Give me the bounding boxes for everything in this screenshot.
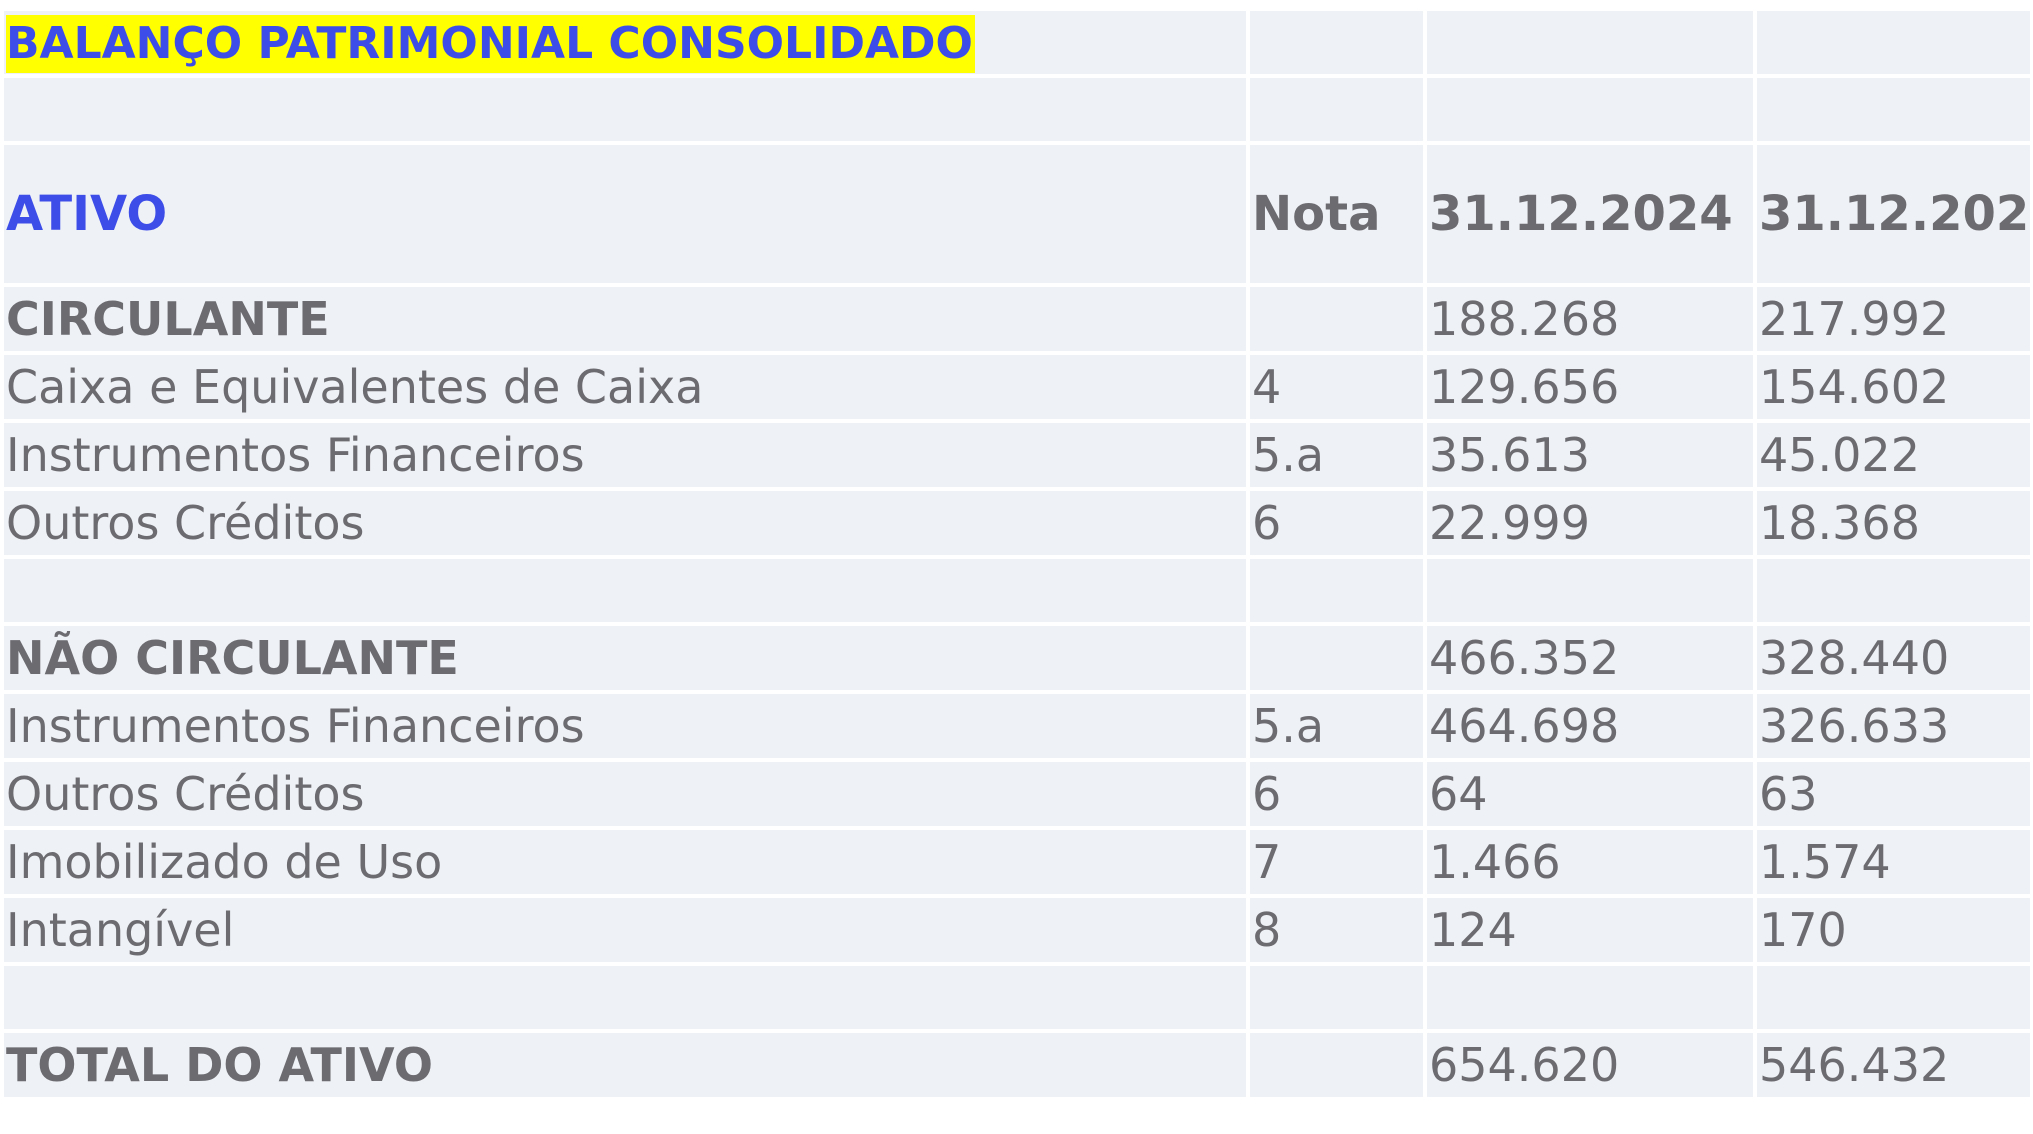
table-row: Intangível 8 124 170 xyxy=(4,898,2030,966)
empty-cell xyxy=(1757,966,2030,1033)
row-nota: 5.a xyxy=(1250,694,1427,762)
table-row: Outros Créditos 6 22.999 18.368 xyxy=(4,491,2030,559)
row-value-2023: 18.368 xyxy=(1757,491,2030,559)
row-value-2024: 466.352 xyxy=(1427,626,1757,694)
header-2024: 31.12.2024 xyxy=(1427,145,1757,287)
empty-cell xyxy=(4,966,1250,1033)
empty-cell xyxy=(1757,78,2030,145)
table-row-total: TOTAL DO ATIVO 654.620 546.432 xyxy=(4,1033,2030,1101)
header-nota: Nota xyxy=(1250,145,1427,287)
row-nota: 4 xyxy=(1250,355,1427,423)
row-nota: 8 xyxy=(1250,898,1427,966)
header-2023: 31.12.2023 xyxy=(1757,145,2030,287)
header-row: ATIVO Nota 31.12.2024 31.12.2023 xyxy=(4,145,2030,287)
row-label: TOTAL DO ATIVO xyxy=(4,1033,1250,1101)
row-value-2024: 188.268 xyxy=(1427,287,1757,355)
header-ativo: ATIVO xyxy=(4,145,1250,287)
empty-cell xyxy=(1427,966,1757,1033)
row-value-2023: 546.432 xyxy=(1757,1033,2030,1101)
empty-cell xyxy=(1250,78,1427,145)
page-title: BALANÇO PATRIMONIAL CONSOLIDADO xyxy=(6,15,975,73)
empty-cell xyxy=(1757,559,2030,626)
row-label: CIRCULANTE xyxy=(4,287,1250,355)
empty-cell xyxy=(1427,11,1757,78)
row-nota xyxy=(1250,626,1427,694)
row-value-2023: 170 xyxy=(1757,898,2030,966)
empty-cell xyxy=(1250,966,1427,1033)
row-nota: 6 xyxy=(1250,762,1427,830)
table-row-nao-circulante: NÃO CIRCULANTE 466.352 328.440 xyxy=(4,626,2030,694)
table-row: Instrumentos Financeiros 5.a 35.613 45.0… xyxy=(4,423,2030,491)
row-label: Outros Créditos xyxy=(4,491,1250,559)
title-cell: BALANÇO PATRIMONIAL CONSOLIDADO xyxy=(4,11,1250,78)
row-nota: 7 xyxy=(1250,830,1427,898)
row-nota xyxy=(1250,1033,1427,1101)
row-value-2024: 64 xyxy=(1427,762,1757,830)
row-nota: 5.a xyxy=(1250,423,1427,491)
table-row: Outros Créditos 6 64 63 xyxy=(4,762,2030,830)
row-value-2024: 654.620 xyxy=(1427,1033,1757,1101)
row-value-2023: 63 xyxy=(1757,762,2030,830)
empty-cell xyxy=(4,559,1250,626)
row-value-2024: 124 xyxy=(1427,898,1757,966)
table-row: Instrumentos Financeiros 5.a 464.698 326… xyxy=(4,694,2030,762)
row-label: Instrumentos Financeiros xyxy=(4,423,1250,491)
empty-cell xyxy=(1427,78,1757,145)
row-nota: 6 xyxy=(1250,491,1427,559)
spacer-row xyxy=(4,559,2030,626)
row-value-2024: 35.613 xyxy=(1427,423,1757,491)
row-label: Intangível xyxy=(4,898,1250,966)
row-value-2024: 1.466 xyxy=(1427,830,1757,898)
row-value-2023: 154.602 xyxy=(1757,355,2030,423)
empty-cell xyxy=(1427,559,1757,626)
row-value-2023: 45.022 xyxy=(1757,423,2030,491)
balance-sheet: BALANÇO PATRIMONIAL CONSOLIDADO ATIVO No… xyxy=(4,11,2030,1101)
row-value-2023: 328.440 xyxy=(1757,626,2030,694)
row-value-2023: 217.992 xyxy=(1757,287,2030,355)
spacer-row xyxy=(4,78,2030,145)
title-row: BALANÇO PATRIMONIAL CONSOLIDADO xyxy=(4,11,2030,78)
row-label: Instrumentos Financeiros xyxy=(4,694,1250,762)
row-value-2024: 129.656 xyxy=(1427,355,1757,423)
empty-cell xyxy=(1250,559,1427,626)
row-label: Imobilizado de Uso xyxy=(4,830,1250,898)
table-row: Imobilizado de Uso 7 1.466 1.574 xyxy=(4,830,2030,898)
row-nota xyxy=(1250,287,1427,355)
row-value-2024: 22.999 xyxy=(1427,491,1757,559)
row-label: Outros Créditos xyxy=(4,762,1250,830)
table-row: Caixa e Equivalentes de Caixa 4 129.656 … xyxy=(4,355,2030,423)
empty-cell xyxy=(1757,11,2030,78)
empty-cell xyxy=(1250,11,1427,78)
row-value-2024: 464.698 xyxy=(1427,694,1757,762)
empty-cell xyxy=(4,78,1250,145)
row-value-2023: 1.574 xyxy=(1757,830,2030,898)
row-label: NÃO CIRCULANTE xyxy=(4,626,1250,694)
row-value-2023: 326.633 xyxy=(1757,694,2030,762)
spacer-row xyxy=(4,966,2030,1033)
row-label: Caixa e Equivalentes de Caixa xyxy=(4,355,1250,423)
table-row-circulante: CIRCULANTE 188.268 217.992 xyxy=(4,287,2030,355)
balance-sheet-table: BALANÇO PATRIMONIAL CONSOLIDADO ATIVO No… xyxy=(4,11,2030,1101)
